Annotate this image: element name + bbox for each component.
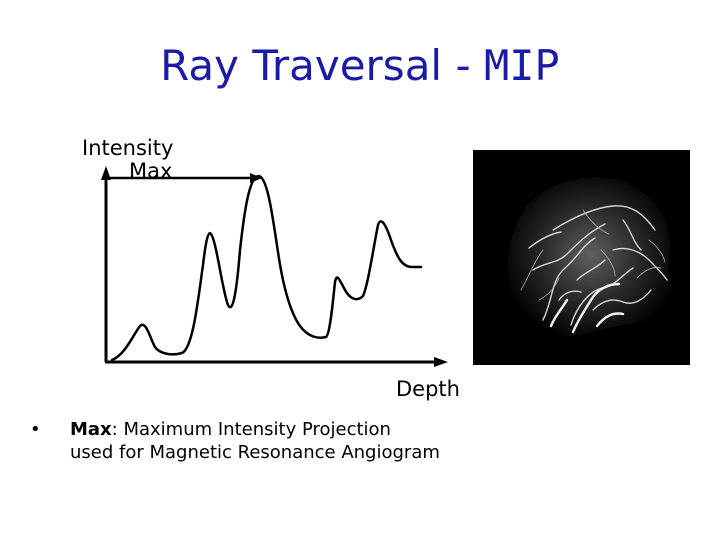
- slide-title: Ray Traversal - MIP: [0, 38, 720, 94]
- x-axis-arrowhead: [434, 357, 448, 367]
- x-axis-label: Depth: [396, 377, 460, 401]
- y-axis-label: Intensity: [82, 136, 174, 160]
- bullet-item: • Max: Maximum Intensity Projection: [30, 418, 391, 441]
- bullet-line2-text: used for Magnetic Resonance Angiogram: [70, 442, 440, 463]
- mra-head-illustration: [473, 150, 690, 365]
- bullet-term: Max: [70, 419, 112, 440]
- bullet-marker: •: [30, 419, 41, 440]
- bullet-line1-text: : Maximum Intensity Projection: [111, 419, 391, 440]
- slide-title-main: Ray Traversal -: [160, 41, 471, 90]
- max-label: Max: [129, 159, 173, 183]
- mra-head-image: [473, 150, 690, 365]
- slide-title-suffix: MIP: [483, 41, 560, 90]
- y-axis-arrowhead: [101, 166, 111, 180]
- intensity-curve: [110, 174, 423, 362]
